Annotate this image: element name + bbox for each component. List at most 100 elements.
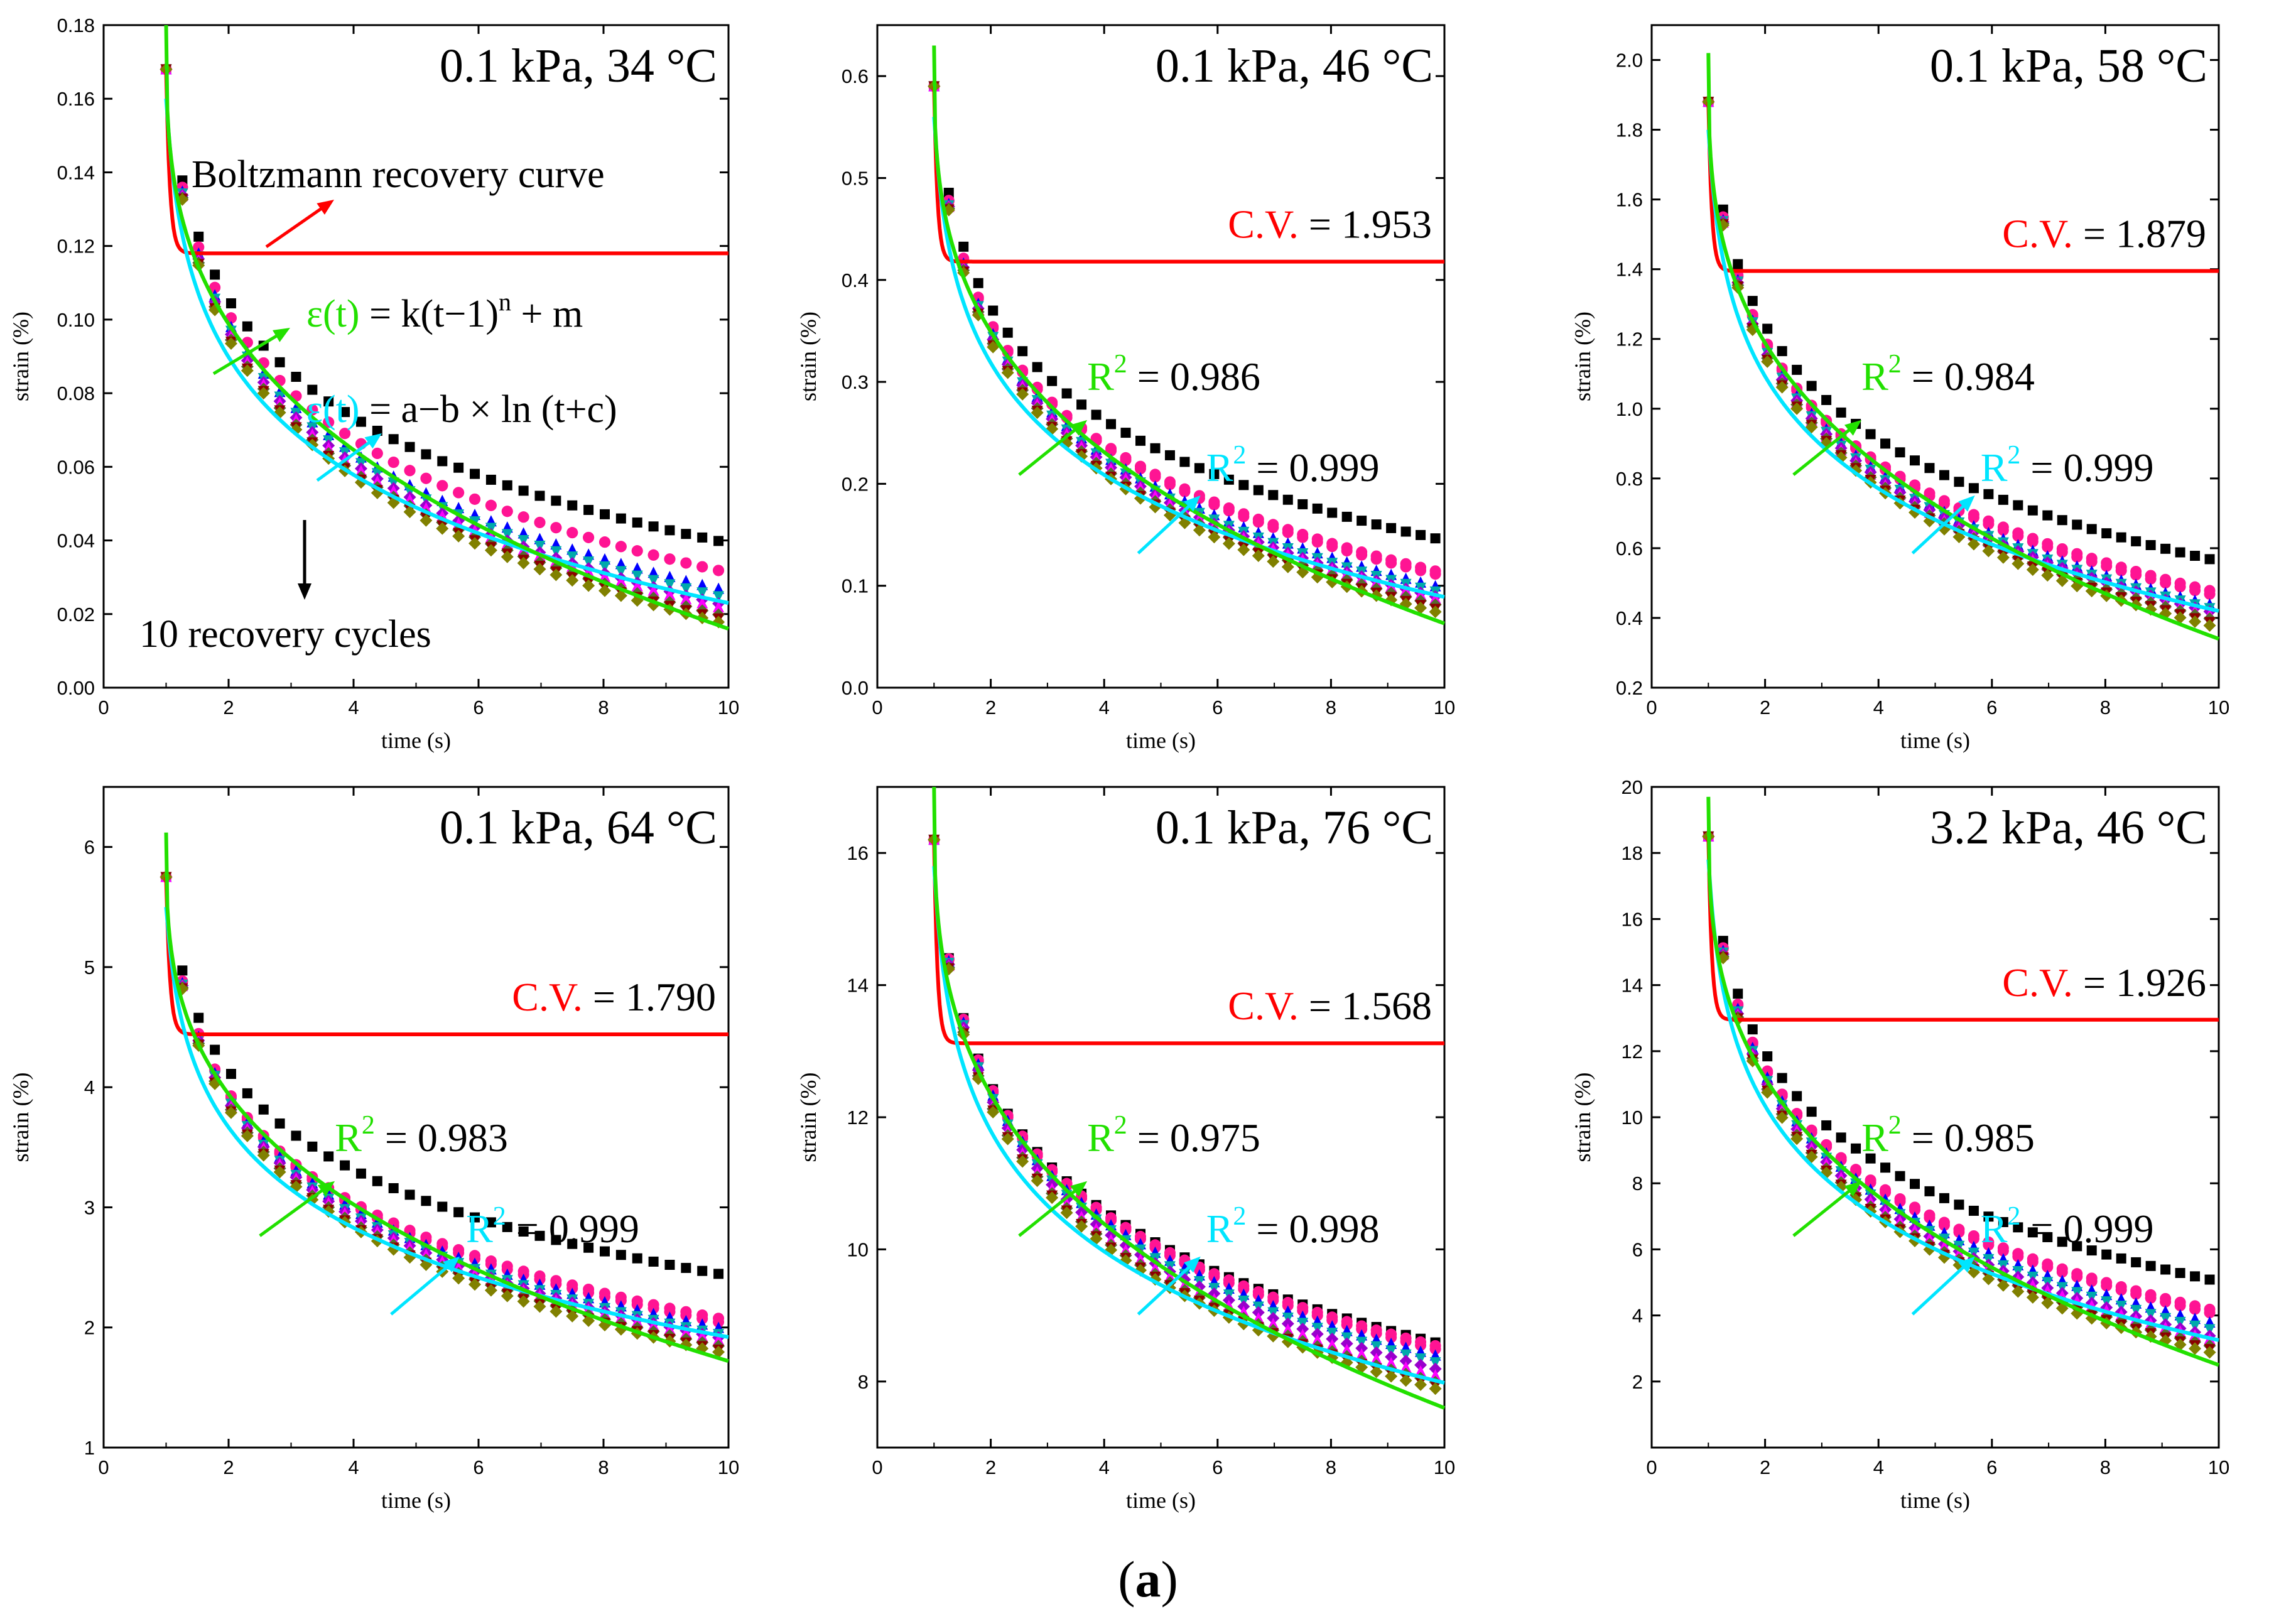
data-point xyxy=(958,241,969,252)
r2-label: R xyxy=(1206,1206,1233,1251)
data-point xyxy=(598,536,610,548)
r2-exponent: 2 xyxy=(1233,1202,1246,1231)
data-point xyxy=(453,1207,464,1218)
data-point xyxy=(193,241,205,253)
x-tick-label: 4 xyxy=(348,696,359,718)
data-point xyxy=(2072,1241,2082,1252)
x-tick-label: 10 xyxy=(2208,696,2229,718)
r2-exponent: 2 xyxy=(2007,1202,2020,1231)
data-point xyxy=(632,517,642,528)
data-point xyxy=(1400,561,1412,573)
data-point xyxy=(1806,381,1817,391)
data-point xyxy=(697,532,708,543)
data-point xyxy=(257,387,270,400)
power-arrow-shaft xyxy=(1792,1183,1860,1237)
log-equation-rhs: = a−b × ln (t+c) xyxy=(360,388,617,431)
data-point xyxy=(404,1189,415,1200)
cv-label: C.V. xyxy=(1228,983,1299,1028)
boltzmann-label: Boltzmann recovery curve xyxy=(192,153,605,196)
power-arrow-head xyxy=(273,328,290,342)
x-axis-label: time (s) xyxy=(1900,728,1970,753)
x-tick-label: 4 xyxy=(1099,696,1110,718)
y-axis-label: strain (%) xyxy=(1570,311,1595,401)
x-axis-label: time (s) xyxy=(1900,1488,1970,1513)
data-point xyxy=(1762,323,1773,334)
data-point xyxy=(1880,1186,1892,1198)
data-point xyxy=(1895,1171,1905,1181)
data-point xyxy=(681,1262,691,1273)
recovery-cycle-series-1 xyxy=(929,81,1441,544)
data-point xyxy=(404,465,416,477)
data-point xyxy=(1282,494,1293,505)
data-point xyxy=(2160,1296,2172,1308)
data-point xyxy=(631,545,643,557)
data-point xyxy=(225,298,236,308)
x-tick-label: 10 xyxy=(2208,1456,2229,1478)
data-point xyxy=(973,278,983,288)
y-tick-label: 2 xyxy=(1632,1371,1643,1393)
data-point xyxy=(1968,1233,1979,1245)
chart-title: 0.1 kPa, 76 °C xyxy=(1156,801,1433,854)
data-point xyxy=(1120,428,1131,438)
data-point xyxy=(193,1012,204,1023)
data-point xyxy=(485,1217,496,1228)
data-point xyxy=(631,580,643,592)
data-point xyxy=(1001,1132,1014,1146)
power-arrow-shaft xyxy=(1018,1183,1085,1237)
data-point xyxy=(1792,1091,1802,1102)
data-point xyxy=(502,1221,512,1232)
data-point xyxy=(1954,477,1964,487)
data-point xyxy=(2116,532,2126,543)
data-point xyxy=(1385,1370,1398,1383)
data-point xyxy=(681,529,691,539)
data-point xyxy=(1385,557,1397,569)
data-point xyxy=(647,1319,659,1331)
x-axis-label: time (s) xyxy=(381,1488,451,1513)
data-point xyxy=(1821,1120,1832,1130)
y-tick-label: 0.8 xyxy=(1616,468,1643,490)
r2-log-value: 0.998 xyxy=(1289,1206,1380,1251)
data-point xyxy=(2175,547,2185,558)
x-tick-label: 2 xyxy=(223,696,234,718)
data-point xyxy=(2101,1249,2112,1260)
data-point xyxy=(1998,494,2008,505)
data-point xyxy=(2086,1245,2097,1256)
r2-equals: = xyxy=(506,1206,549,1251)
cv-label: C.V. xyxy=(1228,202,1299,247)
data-point xyxy=(1938,497,1950,509)
r2-label: R xyxy=(1861,354,1888,399)
boltzmann-curve xyxy=(932,840,1444,1046)
data-point xyxy=(1733,988,1743,999)
r2-label: R xyxy=(1087,1115,1114,1160)
data-point xyxy=(1297,1328,1309,1340)
data-point xyxy=(403,506,416,519)
data-point xyxy=(2116,1253,2126,1264)
data-point xyxy=(485,474,496,485)
data-point xyxy=(943,187,954,198)
data-point xyxy=(2012,1250,2024,1262)
data-point xyxy=(1326,541,1338,553)
cv-label: C.V. xyxy=(512,975,583,1019)
y-tick-label: 5 xyxy=(84,956,95,978)
data-point xyxy=(1075,1220,1088,1233)
data-point xyxy=(1282,526,1294,538)
cv-label: C.V. xyxy=(2002,211,2073,256)
boltzmann-arrow-shaft xyxy=(265,200,332,249)
data-point xyxy=(1371,519,1382,530)
data-point xyxy=(680,583,692,595)
data-point xyxy=(1060,1206,1073,1220)
data-point xyxy=(307,1141,318,1152)
chart-panel-3: 0 2 4 6 8 10 0.2 0.4 0.6 0.8 1.0 1.2 1.4 1.6 1.8 2.0 tim… xyxy=(1570,24,2229,753)
data-point xyxy=(469,493,481,505)
y-tick-label: 0.0 xyxy=(842,677,869,699)
x-tick-label: 10 xyxy=(1434,696,1455,718)
data-point xyxy=(2189,615,2202,628)
data-point xyxy=(1340,1337,1353,1350)
y-tick-label: 0.06 xyxy=(57,456,95,478)
data-point xyxy=(1909,455,1920,466)
data-point xyxy=(2042,510,2053,521)
data-point xyxy=(1983,1239,1995,1251)
x-tick-label: 2 xyxy=(223,1456,234,1478)
data-point xyxy=(2145,1292,2157,1304)
data-point xyxy=(340,1160,350,1171)
